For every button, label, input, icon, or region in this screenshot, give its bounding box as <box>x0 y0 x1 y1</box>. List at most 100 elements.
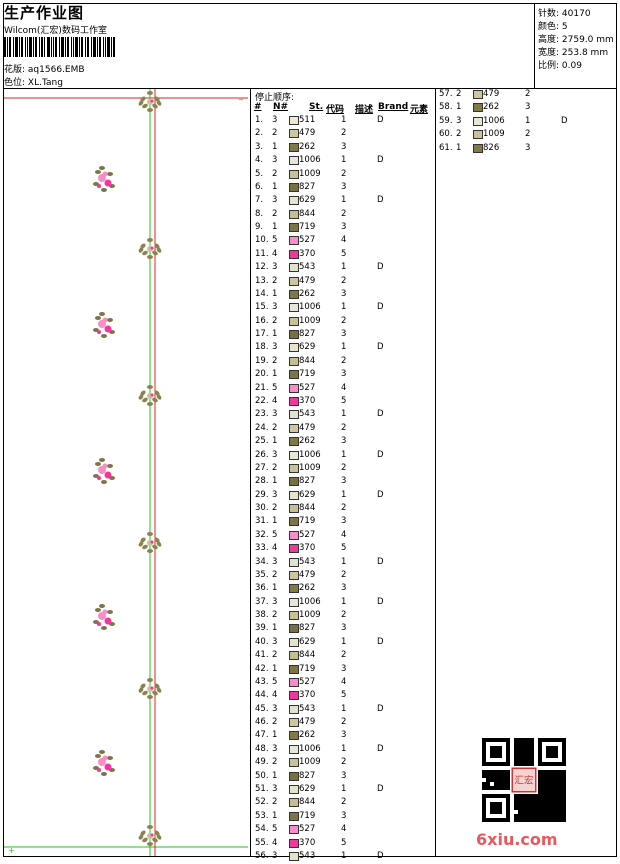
col-header-brand: Brand <box>378 102 409 112</box>
stop-row: 13. 2 479 2 <box>253 276 433 289</box>
stop-count: 3 <box>341 476 347 487</box>
color-swatch <box>289 423 299 433</box>
design-label: 花版: <box>4 65 26 75</box>
needle-number: 2 <box>272 462 278 473</box>
colorway-info: 色位: XL.Tang <box>4 75 63 88</box>
stop-row: 59. 3 1006 1 D <box>437 116 617 129</box>
stop-row: 41. 2 844 2 <box>253 650 433 663</box>
thread-code: 543 <box>299 703 316 714</box>
stop-index: 51. <box>255 784 269 794</box>
stat-stitches: 针数: 40170 <box>538 9 591 19</box>
thread-code: 479 <box>483 89 500 99</box>
stop-count: 1 <box>341 342 347 353</box>
needle-number: 2 <box>272 797 278 808</box>
thread-code: 1009 <box>483 129 505 140</box>
needle-number: 3 <box>272 850 278 861</box>
stop-desc: D <box>377 850 384 861</box>
needle-number: 3 <box>272 155 278 166</box>
stop-index: 9. <box>255 222 264 233</box>
color-swatch <box>289 718 299 728</box>
needle-number: 1 <box>272 369 278 380</box>
stop-row: 42. 1 719 3 <box>253 664 433 677</box>
stop-row: 51. 3 629 1 D <box>253 784 433 797</box>
stop-index: 6. <box>255 181 264 192</box>
needle-number: 3 <box>272 342 278 353</box>
stop-index: 39. <box>255 623 269 634</box>
stop-row: 57. 2 479 2 <box>437 89 617 102</box>
color-swatch <box>473 143 483 153</box>
thread-code: 826 <box>483 142 500 153</box>
color-swatch <box>473 103 483 113</box>
thread-code: 1006 <box>299 743 321 754</box>
thread-code: 719 <box>299 516 316 527</box>
thread-code: 827 <box>299 181 316 192</box>
stop-index: 52. <box>255 797 269 808</box>
col-header-code: 代码 <box>326 105 345 115</box>
stop-row: 58. 1 262 3 <box>437 102 617 115</box>
qr-code: 汇宏 <box>482 738 566 822</box>
stop-index: 15. <box>255 302 269 313</box>
needle-number: 2 <box>272 650 278 661</box>
stop-index: 7. <box>255 195 264 206</box>
svg-text:_: _ <box>238 91 244 100</box>
stop-count: 2 <box>341 128 347 139</box>
color-swatch <box>289 637 299 647</box>
stop-count: 5 <box>341 248 347 259</box>
flower-motif <box>93 166 115 192</box>
stop-row: 61. 1 826 3 <box>437 143 617 156</box>
stop-count: 2 <box>341 275 347 286</box>
stop-count: 4 <box>341 676 347 687</box>
stop-row: 21. 5 527 4 <box>253 383 433 396</box>
stop-index: 14. <box>255 288 269 299</box>
thread-code: 543 <box>299 556 316 567</box>
stop-row: 8. 2 844 2 <box>253 209 433 222</box>
stop-count: 5 <box>341 690 347 701</box>
stop-index: 29. <box>255 489 269 500</box>
thread-code: 1006 <box>483 115 505 126</box>
stop-row: 43. 5 527 4 <box>253 677 433 690</box>
thread-code: 527 <box>299 676 316 687</box>
stop-row: 20. 1 719 3 <box>253 369 433 382</box>
stop-desc: D <box>377 195 384 206</box>
thread-code: 827 <box>299 623 316 634</box>
color-swatch <box>289 785 299 794</box>
color-swatch <box>289 530 299 540</box>
stop-row: 36. 1 262 3 <box>253 583 433 596</box>
stop-count: 2 <box>341 355 347 366</box>
stop-index: 55. <box>255 837 269 848</box>
stop-row: 5. 2 1009 2 <box>253 169 433 182</box>
sprig-motif <box>138 825 162 846</box>
stop-row: 34. 3 543 1 D <box>253 557 433 570</box>
thread-code: 629 <box>299 784 316 794</box>
colorway-label: 色位: <box>4 78 26 88</box>
thread-code: 479 <box>299 569 316 580</box>
stop-count: 2 <box>341 315 347 326</box>
stop-row: 38. 2 1009 2 <box>253 610 433 623</box>
stop-desc: D <box>377 342 384 353</box>
thread-code: 844 <box>299 650 316 661</box>
stop-row: 1. 3 511 1 D <box>253 115 433 128</box>
needle-number: 3 <box>272 556 278 567</box>
stop-count: 3 <box>341 583 347 594</box>
needle-number: 1 <box>272 288 278 299</box>
stop-count: 1 <box>341 409 347 420</box>
needle-number: 3 <box>272 743 278 754</box>
stop-desc: D <box>377 262 384 273</box>
flower-motif <box>93 458 115 484</box>
thread-code: 844 <box>299 797 316 808</box>
sprig-motif <box>138 532 162 553</box>
stop-count: 5 <box>341 395 347 406</box>
thread-code: 1009 <box>299 315 321 326</box>
thread-code: 527 <box>299 235 316 246</box>
stop-count: 5 <box>341 543 347 554</box>
stop-index: 5. <box>255 168 264 179</box>
barcode <box>4 37 115 57</box>
stop-index: 13. <box>255 275 269 286</box>
needle-number: 1 <box>272 181 278 192</box>
needle-number: 4 <box>272 543 278 554</box>
needle-number: 1 <box>272 222 278 233</box>
stop-count: 3 <box>341 181 347 192</box>
design-canvas: _ + <box>4 89 248 856</box>
stop-index: 47. <box>255 730 269 741</box>
stop-index: 17. <box>255 329 269 340</box>
